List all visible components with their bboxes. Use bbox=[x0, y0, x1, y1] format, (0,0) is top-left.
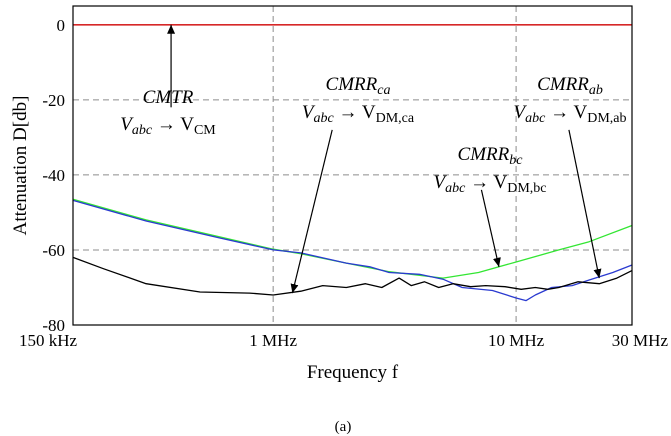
series-lines bbox=[72, 23, 633, 302]
annotation-cmtr-title: CMTR bbox=[143, 87, 194, 108]
x-tick-labels: 150 kHz 1 MHz 10 MHz 30 MHz bbox=[19, 331, 668, 350]
annotation-ca: CMRRca Vabc → VDM,ca bbox=[290, 74, 415, 294]
y-axis-label: Attenuation D[db] bbox=[10, 96, 31, 236]
y-tick-label-0: 0 bbox=[57, 16, 66, 35]
x-tick-label-0: 150 kHz bbox=[19, 331, 78, 350]
y-tick-label-2: -40 bbox=[42, 166, 65, 185]
x-tick-label-3: 30 MHz bbox=[612, 331, 669, 350]
series-line-cmrr-ca bbox=[72, 256, 633, 296]
annotation-ca-arrow bbox=[290, 129, 333, 294]
y-tick-label-4: -80 bbox=[42, 316, 65, 335]
annotation-ab-title: CMRRab bbox=[537, 74, 603, 98]
annotation-ab-mapping: Vabc → VDM,ab bbox=[513, 102, 626, 126]
grid bbox=[73, 6, 632, 325]
annotation-ca-mapping: Vabc → VDM,ca bbox=[302, 102, 415, 126]
annotations: CMTR Vabc → VCM CMRRca Vabc → VDM,ca CMRRab V… bbox=[120, 24, 627, 294]
annotation-bc-title: CMRRbc bbox=[458, 144, 524, 168]
annotation-bc: CMRRbc Vabc → VDM,bc bbox=[433, 144, 547, 267]
annotation-ca-title: CMRRca bbox=[326, 74, 391, 98]
y-tick-labels: 0 -20 -40 -60 -80 bbox=[42, 16, 65, 335]
annotation-bc-arrow bbox=[480, 189, 501, 267]
y-tick-label-3: -60 bbox=[42, 241, 65, 260]
annotation-cmtr: CMTR Vabc → VCM bbox=[120, 24, 216, 138]
figure-caption: (a) bbox=[335, 419, 352, 435]
annotation-bc-mapping: Vabc → VDM,bc bbox=[433, 172, 546, 196]
annotation-ab: CMRRab Vabc → VDM,ab bbox=[513, 74, 627, 279]
annotation-cmtr-mapping: Vabc → VCM bbox=[120, 114, 216, 138]
series-line-cmrr-bc bbox=[72, 198, 633, 279]
plot-frame bbox=[72, 5, 633, 326]
x-tick-label-1: 1 MHz bbox=[249, 331, 297, 350]
x-axis-label: Frequency f bbox=[307, 362, 399, 383]
y-tick-label-1: -20 bbox=[42, 91, 65, 110]
x-tick-label-2: 10 MHz bbox=[488, 331, 545, 350]
annotation-ab-arrow bbox=[568, 129, 602, 279]
